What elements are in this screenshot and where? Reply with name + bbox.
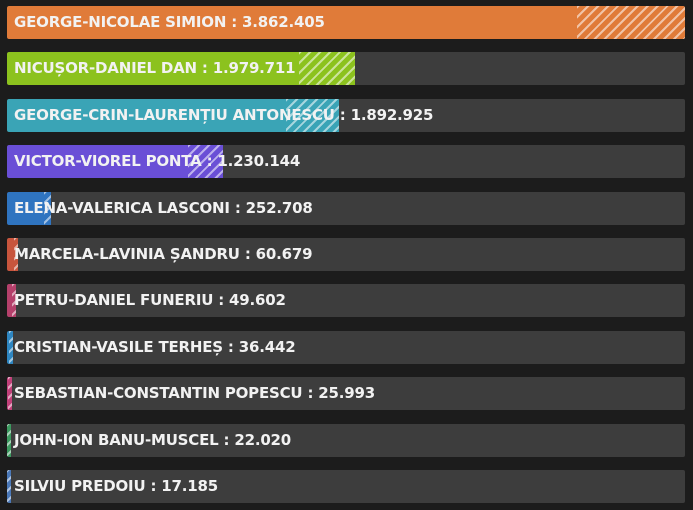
bar-stripe-pattern [576, 6, 685, 39]
bar-stripe-pattern [13, 238, 18, 271]
bar-row: GEORGE-NICOLAE SIMION : 3.862.405 [7, 6, 685, 39]
bar-row: NICUȘOR-DANIEL DAN : 1.979.711 [7, 52, 685, 86]
bar-label: NICUȘOR-DANIEL DAN : 1.979.711 [14, 52, 296, 85]
bar-row: JOHN-ION BANU-MUSCEL : 22.020 [7, 423, 685, 457]
bar-row: PETRU-DANIEL FUNERIU : 49.602 [7, 284, 685, 318]
label-separator: : [239, 245, 256, 263]
candidate-name: PETRU-DANIEL FUNERIU [14, 291, 214, 310]
vote-count: 3.862.405 [242, 13, 325, 31]
bar [7, 52, 355, 86]
bar [7, 145, 223, 179]
bar-label: JOHN-ION BANU-MUSCEL : 22.020 [14, 424, 291, 457]
label-separator: : [201, 152, 218, 171]
candidate-name: NICUȘOR-DANIEL DAN [14, 59, 197, 78]
bar-label: SEBASTIAN-CONSTANTIN POPESCU : 25.993 [14, 377, 375, 410]
bar-stripe-pattern [286, 98, 340, 132]
bar-label: SILVIU PREDOIU : 17.185 [14, 470, 218, 503]
bar-stripe-pattern [188, 145, 223, 179]
label-separator: : [334, 105, 351, 124]
candidate-name: VICTOR-VIOREL PONTA [14, 152, 202, 171]
bar-label: VICTOR-VIOREL PONTA : 1.230.144 [14, 145, 300, 178]
bar-label: CRISTIAN-VASILE TERHEȘ : 36.442 [14, 331, 296, 364]
bar-row: GEORGE-CRIN-LAURENȚIU ANTONESCU : 1.892.… [7, 98, 685, 132]
bar [7, 423, 11, 457]
label-separator: : [213, 291, 230, 310]
vote-count: 36.442 [238, 337, 296, 356]
bar-row: ELENA-VALERICA LASCONI : 252.708 [7, 191, 685, 225]
candidate-name: MARCELA-LAVINIA ȘANDRU [14, 245, 240, 263]
vote-count: 1.892.925 [350, 105, 434, 124]
vote-count: 252.708 [245, 198, 313, 217]
candidate-name: ELENA-VALERICA LASCONI [14, 198, 230, 217]
candidate-name: GEORGE-NICOLAE SIMION [14, 13, 227, 31]
bar-label: GEORGE-NICOLAE SIMION : 3.862.405 [14, 6, 325, 39]
bar-stripe-pattern [298, 52, 355, 86]
bar-row: SEBASTIAN-CONSTANTIN POPESCU : 25.993 [7, 377, 685, 411]
bar-label: MARCELA-LAVINIA ȘANDRU : 60.679 [14, 238, 313, 271]
bar [7, 98, 340, 132]
bar [7, 191, 52, 225]
candidate-name: SILVIU PREDOIU [14, 477, 146, 495]
bar [7, 377, 12, 411]
label-separator: : [218, 430, 235, 449]
bar-row: CRISTIAN-VASILE TERHEȘ : 36.442 [7, 330, 685, 364]
candidate-name: GEORGE-CRIN-LAURENȚIU ANTONESCU [14, 105, 335, 124]
bar [7, 330, 14, 364]
label-separator: : [302, 384, 319, 403]
bar-stripe-pattern [7, 470, 11, 503]
bar [7, 470, 11, 503]
vote-count: 60.679 [255, 245, 313, 263]
bar-label: GEORGE-CRIN-LAURENȚIU ANTONESCU : 1.892.… [14, 99, 433, 132]
label-separator: : [222, 337, 239, 356]
bar [7, 238, 18, 271]
bar-label: PETRU-DANIEL FUNERIU : 49.602 [14, 284, 286, 317]
bar-row: SILVIU PREDOIU : 17.185 [7, 470, 685, 503]
vote-count: 17.185 [161, 477, 218, 495]
candidate-name: JOHN-ION BANU-MUSCEL [14, 430, 219, 449]
label-separator: : [226, 13, 243, 31]
bar [7, 6, 685, 39]
vote-count: 1.230.144 [217, 152, 301, 171]
bar [7, 284, 16, 318]
bar-stripe-pattern [11, 284, 16, 318]
vote-count: 25.993 [318, 384, 375, 403]
vote-count: 49.602 [229, 291, 286, 310]
vote-count: 1.979.711 [212, 59, 296, 78]
bar-stripe-pattern [7, 377, 12, 411]
bar-stripe-pattern [44, 191, 52, 225]
label-separator: : [145, 477, 162, 495]
bar-stripe-pattern [7, 423, 11, 457]
bar-stripe-pattern [9, 330, 14, 364]
bar-label: ELENA-VALERICA LASCONI : 252.708 [14, 192, 313, 225]
label-separator: : [196, 59, 213, 78]
candidate-name: SEBASTIAN-CONSTANTIN POPESCU [14, 384, 303, 403]
bar-row: MARCELA-LAVINIA ȘANDRU : 60.679 [7, 238, 685, 271]
vote-count: 22.020 [234, 430, 292, 449]
bar-row: VICTOR-VIOREL PONTA : 1.230.144 [7, 145, 685, 179]
label-separator: : [229, 198, 246, 217]
candidate-name: CRISTIAN-VASILE TERHEȘ [14, 337, 223, 356]
